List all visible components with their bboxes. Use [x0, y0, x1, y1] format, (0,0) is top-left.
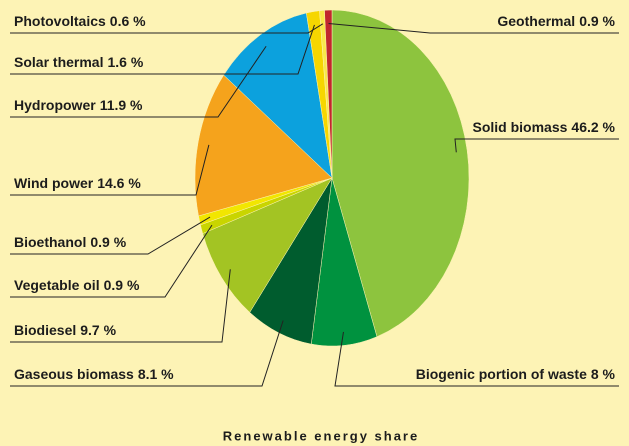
leader-line: [10, 45, 267, 118]
chart-title: Renewable energy share: [223, 428, 419, 443]
slice-label: Bioethanol 0.9 %: [14, 234, 127, 250]
pie-slice: [194, 74, 333, 217]
slice-name: Geothermal: [497, 13, 575, 29]
slice-label: Biodiesel 9.7 %: [14, 322, 117, 338]
slice-label: Photovoltaics 0.6 %: [14, 13, 146, 29]
leader-line: [10, 320, 284, 387]
slice-label: Hydropower 11.9 %: [14, 97, 143, 113]
slice-name: Gaseous biomass: [14, 366, 134, 382]
slice-value: 0.6 %: [110, 13, 146, 29]
slice-label: Vegetable oil 0.9 %: [14, 277, 140, 293]
slice-label: Biogenic portion of waste 8 %: [416, 366, 616, 382]
leader-line: [454, 138, 619, 153]
leader-line: [10, 23, 324, 34]
slice-value: 0.9 %: [104, 277, 140, 293]
leader-line: [328, 22, 619, 34]
slice-value: 8 %: [591, 366, 616, 382]
slice-label: Geothermal 0.9 %: [497, 13, 615, 29]
slice-name: Wind power: [14, 175, 94, 191]
pie-slice: [324, 9, 333, 179]
slice-value: 9.7 %: [80, 322, 116, 338]
leader-line: [334, 331, 619, 387]
slice-name: Solar thermal: [14, 54, 103, 70]
leader-line: [10, 269, 231, 343]
leader-line: [10, 144, 210, 196]
slice-name: Solid biomass: [472, 119, 567, 135]
slice-name: Vegetable oil: [14, 277, 100, 293]
slice-label: Solar thermal 1.6 %: [14, 54, 144, 70]
slice-value: 8.1 %: [138, 366, 174, 382]
slice-label: Gaseous biomass 8.1 %: [14, 366, 174, 382]
slice-name: Bioethanol: [14, 234, 86, 250]
slice-name: Hydropower: [14, 97, 96, 113]
leader-line: [10, 24, 315, 75]
slice-value: 0.9 %: [90, 234, 126, 250]
slice-value: 46.2 %: [571, 119, 615, 135]
slice-name: Biodiesel: [14, 322, 76, 338]
pie-slice: [331, 9, 470, 338]
slice-name: Biogenic portion of waste: [416, 366, 587, 382]
slice-value: 1.6 %: [107, 54, 143, 70]
slice-label: Wind power 14.6 %: [14, 175, 141, 191]
slice-label: Solid biomass 46.2 %: [472, 119, 615, 135]
leader-line: [10, 216, 211, 255]
slice-value: 11.9 %: [100, 97, 143, 113]
slice-name: Photovoltaics: [14, 13, 106, 29]
slice-value: 14.6 %: [97, 175, 141, 191]
leader-line: [10, 224, 213, 298]
slice-value: 0.9 %: [579, 13, 615, 29]
pie-slice: [202, 177, 333, 313]
